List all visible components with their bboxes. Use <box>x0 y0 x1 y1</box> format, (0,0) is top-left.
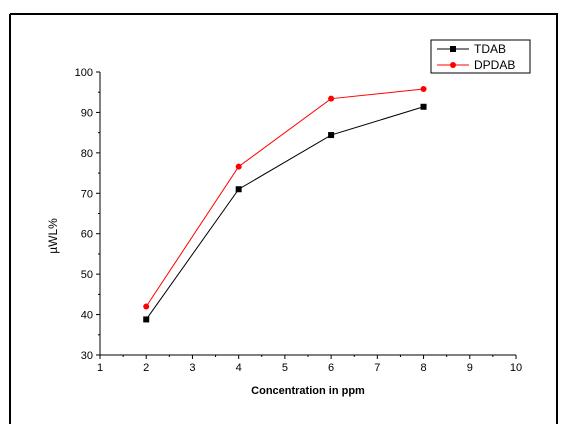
data-point-tdab <box>328 132 335 139</box>
series-layer <box>143 85 427 323</box>
x-tick-label: 1 <box>97 362 103 374</box>
y-axis-title: µWL% <box>46 218 60 254</box>
data-point-tdab <box>235 186 242 193</box>
y-tick-label: 80 <box>81 148 93 160</box>
data-point-dpdab <box>420 85 427 92</box>
y-tick-label: 30 <box>81 350 93 362</box>
legend-label-dpdab: DPDAB <box>474 58 515 72</box>
data-point-dpdab <box>235 163 242 170</box>
legend-box <box>430 39 531 74</box>
x-axis-title: Concentration in ppm <box>251 385 365 397</box>
legend-marker-dpdab <box>450 62 456 68</box>
y-tick-label: 90 <box>81 107 93 119</box>
x-tick-label: 9 <box>467 362 473 374</box>
legend-marker-tdab <box>450 46 456 52</box>
y-tick-label: 100 <box>75 67 93 79</box>
y-tick-label: 50 <box>81 269 93 281</box>
y-tick-label: 40 <box>81 310 93 322</box>
x-tick-label: 6 <box>328 362 334 374</box>
legend-label-tdab: TDAB <box>474 42 506 56</box>
y-tick-label: 70 <box>81 188 93 200</box>
series-line-dpdab <box>145 88 424 307</box>
y-tick-label: 60 <box>81 229 93 241</box>
x-tick-label: 7 <box>374 362 380 374</box>
x-tick-label: 10 <box>510 362 522 374</box>
data-point-dpdab <box>143 303 150 310</box>
data-point-dpdab <box>328 95 335 102</box>
x-tick-label: 4 <box>236 362 242 374</box>
x-tick-label: 3 <box>189 362 195 374</box>
data-point-tdab <box>420 103 427 110</box>
ticks-layer: 1 2 3 4 5 6 7 8 9 10 30 40 50 60 70 80 90 100 <box>75 67 522 374</box>
series-line-tdab <box>145 106 424 320</box>
legend: TDAB DPDAB <box>430 39 531 74</box>
x-tick-label: 2 <box>143 362 149 374</box>
data-point-tdab <box>143 316 150 323</box>
x-tick-label: 8 <box>420 362 426 374</box>
x-tick-label: 5 <box>282 362 288 374</box>
